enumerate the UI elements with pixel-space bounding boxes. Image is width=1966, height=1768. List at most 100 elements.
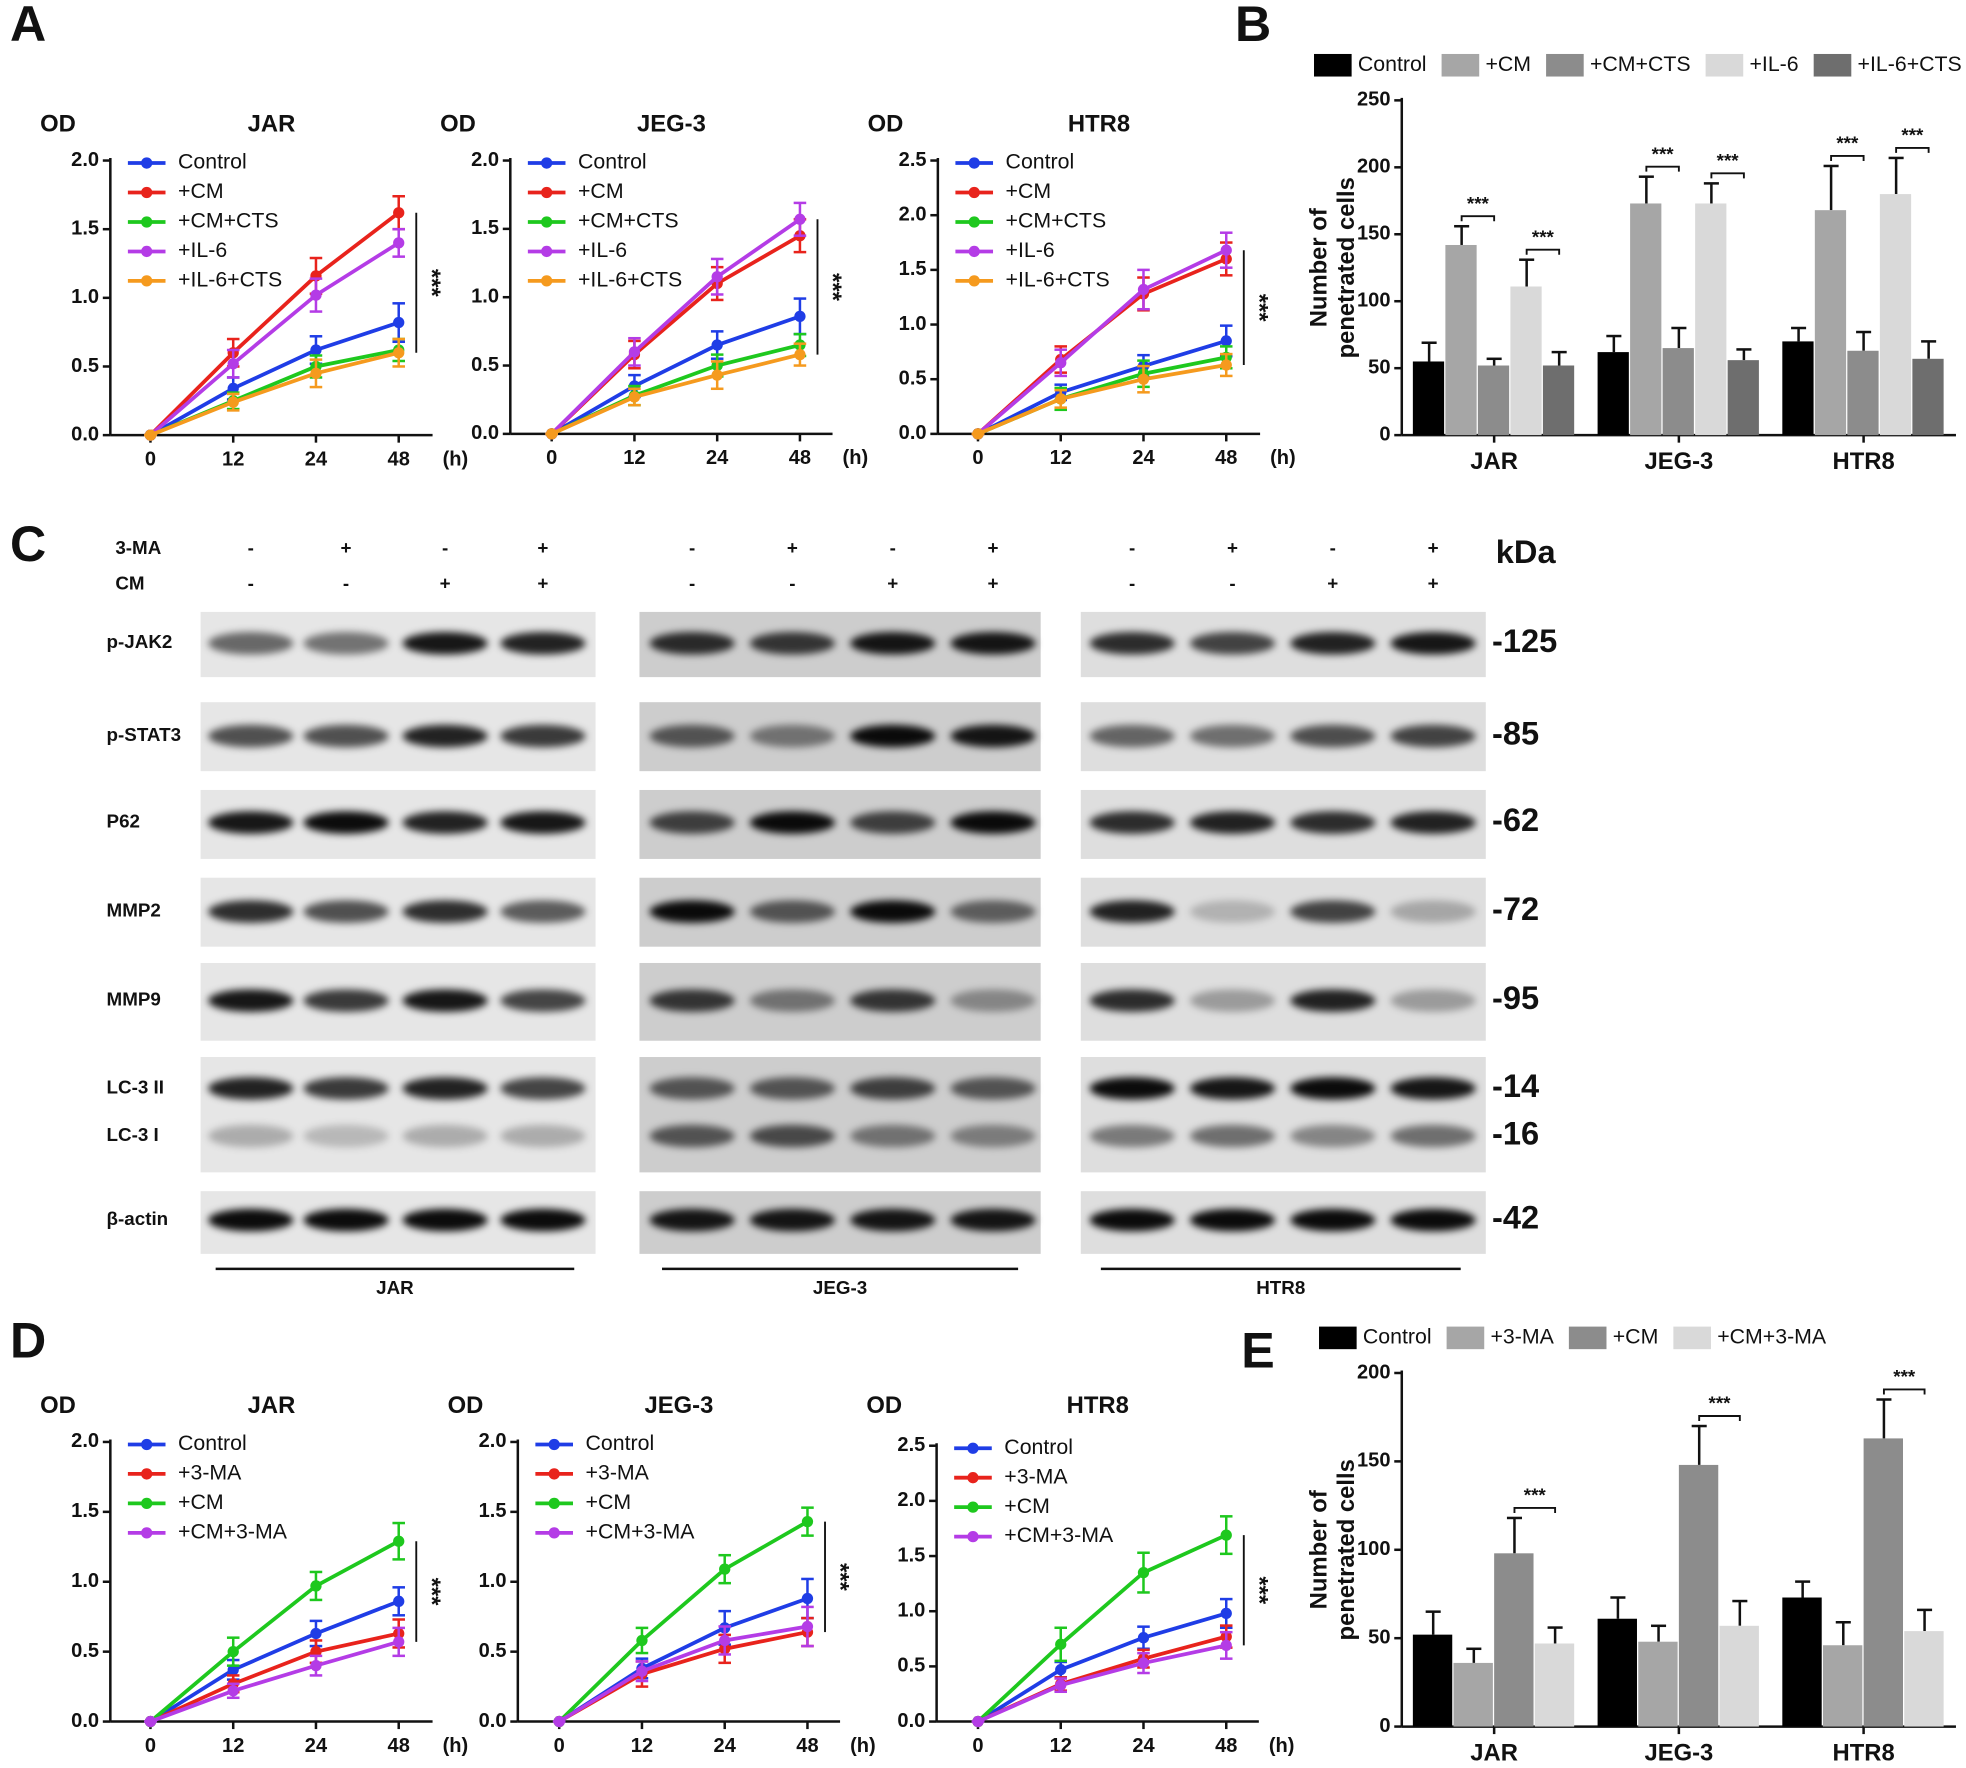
- bar: [1477, 365, 1510, 436]
- band: [850, 724, 936, 748]
- kda-value: -125: [1492, 622, 1557, 659]
- y-tick-label: 2.0: [897, 1489, 925, 1511]
- point: [393, 1636, 405, 1648]
- y-tick-label: 0: [1379, 423, 1390, 445]
- legend-label: +IL-6+CTS: [578, 268, 682, 292]
- point: [393, 347, 405, 359]
- error-bar: [1551, 350, 1567, 366]
- legend-marker: [141, 245, 153, 258]
- band: [950, 900, 1036, 923]
- band: [303, 1208, 389, 1232]
- error-bar: [1691, 1424, 1707, 1465]
- y-tick-label: 0.5: [899, 368, 927, 390]
- legend-swatch: [1314, 53, 1352, 77]
- condition-sign: +: [887, 572, 898, 593]
- x-tick-label: 48: [1215, 447, 1237, 469]
- legend-label: +CM+3-MA: [586, 1519, 696, 1543]
- legend-label: +CM+3-MA: [1004, 1523, 1114, 1547]
- band: [950, 989, 1036, 1012]
- y-tick-label: 0.5: [897, 1655, 925, 1677]
- cell-line-label: JEG-3: [813, 1277, 867, 1298]
- bar: [1822, 1645, 1863, 1727]
- significance-label: ***: [1893, 1366, 1916, 1387]
- legend-label: +CM: [178, 1490, 224, 1514]
- y-tick-label: 0.5: [479, 1640, 507, 1662]
- error-bar: [1454, 224, 1470, 245]
- bar: [1695, 203, 1727, 436]
- bar: [1814, 210, 1847, 436]
- y-axis-title-line: Number of: [1306, 1490, 1333, 1609]
- significance-label: ***: [1467, 193, 1490, 214]
- bar: [1678, 1464, 1719, 1727]
- legend-label: +3-MA: [178, 1461, 242, 1485]
- x-tick-label: 0: [145, 449, 156, 471]
- legend-label: +IL-6: [1006, 238, 1055, 262]
- condition-sign: +: [440, 572, 451, 593]
- bar: [1863, 1438, 1903, 1727]
- band: [402, 989, 488, 1012]
- y-tick-label: 1.5: [471, 217, 499, 239]
- x-tick-label: 0: [546, 447, 557, 469]
- significance-label: ***: [1245, 1576, 1272, 1605]
- legend-marker: [967, 1472, 979, 1484]
- band: [1189, 724, 1276, 748]
- condition-sign: -: [689, 572, 695, 593]
- error-bar: [1888, 156, 1904, 195]
- y-tick-label: 0.0: [471, 422, 499, 444]
- y-axis-title-line: penetrated cells: [1333, 177, 1360, 358]
- y-tick-label: 200: [1357, 156, 1390, 178]
- point: [711, 339, 723, 351]
- x-tick-label: 0: [145, 1735, 156, 1757]
- y-tick-label: 50: [1368, 356, 1390, 378]
- band: [1290, 724, 1376, 748]
- bar: [1662, 348, 1694, 436]
- legend-label: +3-MA: [586, 1461, 650, 1485]
- x-tick-label: 24: [1132, 447, 1155, 469]
- legend-marker: [141, 216, 153, 228]
- x-tick-label: 48: [1215, 1735, 1237, 1757]
- y-axis-title: OD: [448, 1392, 484, 1419]
- error-bar: [1651, 1624, 1667, 1642]
- legend-label: Control: [578, 150, 647, 174]
- error-bar: [1671, 326, 1687, 349]
- band: [1290, 989, 1376, 1012]
- band: [1390, 900, 1476, 923]
- x-tick-label: 12: [631, 1735, 653, 1757]
- band: [749, 989, 836, 1012]
- y-tick-label: 1.0: [479, 1570, 507, 1592]
- x-tick-label: HTR8: [1833, 1739, 1895, 1766]
- legend-marker: [541, 157, 553, 169]
- y-tick-label: 1.0: [897, 1600, 925, 1622]
- condition-sign: +: [537, 537, 548, 558]
- band: [303, 631, 389, 655]
- point: [546, 428, 558, 440]
- significance-label: ***: [418, 269, 445, 298]
- band: [1290, 1124, 1376, 1148]
- y-tick-label: 2.0: [899, 204, 927, 226]
- point: [636, 1665, 648, 1677]
- bar: [1630, 203, 1662, 436]
- significance-bracket: [1513, 1506, 1557, 1513]
- point: [628, 391, 641, 403]
- legend-marker: [548, 1438, 560, 1451]
- band: [749, 1208, 836, 1232]
- legend-marker: [548, 1468, 560, 1480]
- point: [1055, 393, 1067, 405]
- condition-sign: -: [1129, 537, 1135, 558]
- band: [649, 1208, 735, 1232]
- point: [553, 1715, 565, 1728]
- cell-line-label: HTR8: [1256, 1277, 1305, 1298]
- significance-label: ***: [819, 273, 846, 302]
- point: [711, 369, 723, 381]
- point: [227, 1664, 239, 1676]
- point: [393, 1535, 405, 1547]
- error-bar: [1519, 258, 1535, 287]
- series-line: [149, 1599, 400, 1724]
- point: [794, 310, 806, 322]
- point: [310, 1646, 322, 1658]
- x-tick-label: 0: [972, 447, 983, 469]
- significance-bracket: [1830, 155, 1865, 161]
- point: [794, 348, 806, 361]
- legend-swatch: [1705, 53, 1744, 77]
- band: [500, 1208, 586, 1232]
